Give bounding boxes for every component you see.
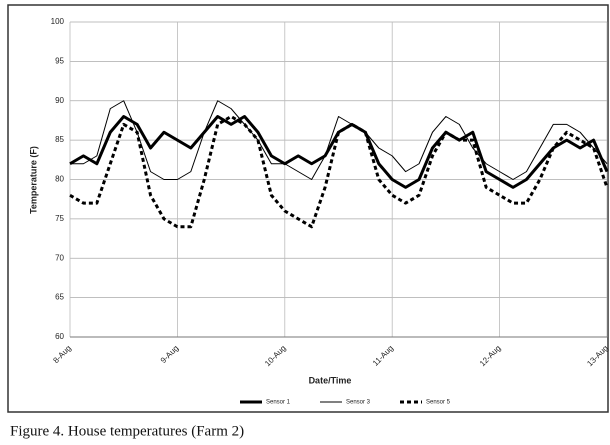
legend-label: Sensor 5 — [426, 400, 451, 406]
y-tick-label: 70 — [55, 253, 64, 262]
x-tick-label: 11-Aug — [371, 344, 395, 368]
y-tick-label: 95 — [55, 56, 64, 65]
x-tick-label: 9-Aug — [159, 344, 180, 365]
y-tick-label: 90 — [55, 96, 64, 105]
y-tick-label: 85 — [55, 135, 64, 144]
y-tick-label: 75 — [55, 214, 64, 223]
y-tick-label: 65 — [55, 293, 64, 302]
y-tick-label: 60 — [55, 332, 64, 341]
series-line — [69, 115, 609, 189]
x-tick-label: 13-Aug — [585, 344, 610, 369]
legend-label: Sensor 1 — [266, 400, 291, 406]
y-axis-label: Temperature (F) — [28, 146, 38, 214]
x-tick-label: 12-Aug — [478, 344, 503, 369]
series-line — [69, 115, 609, 229]
x-axis-label: Date/Time — [309, 375, 352, 385]
legend-label: Sensor 3 — [346, 400, 371, 406]
x-tick-label: 10-Aug — [263, 344, 288, 369]
y-tick-label: 80 — [55, 175, 64, 184]
figure-caption: Figure 4. House temperatures (Farm 2) — [10, 423, 244, 439]
series-line — [70, 100, 608, 180]
chart-frame — [7, 4, 609, 413]
x-tick-label: 8-Aug — [51, 344, 72, 365]
y-tick-label: 100 — [51, 17, 65, 26]
